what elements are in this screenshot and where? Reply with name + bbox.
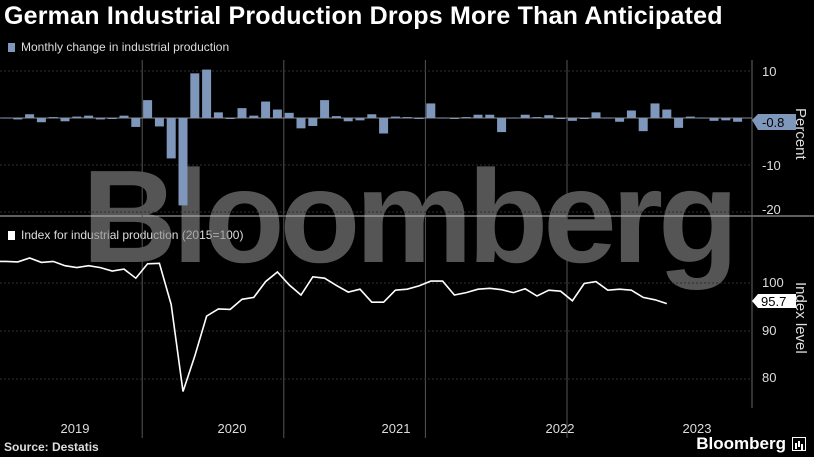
bloomberg-logo: Bloomberg [696,434,806,454]
bar [532,117,542,119]
bar [709,118,719,121]
bar [60,118,70,122]
bar [508,117,518,119]
bar [615,118,625,122]
bar [721,118,731,121]
bar [131,118,141,127]
ytick-top-neg20: -20 [762,202,781,217]
bar [308,118,318,126]
year-label-2021: 2021 [382,421,411,436]
bar [249,115,259,118]
bar [414,118,424,119]
bar [626,110,636,118]
bar [674,118,684,128]
ytick-bottom-80: 80 [762,370,776,385]
year-label-2023: 2023 [683,421,712,436]
last-value-line: 95.7 [761,294,786,309]
axis-title-bottom: Index level [792,282,809,354]
bar [1,117,11,119]
chart-title: German Industrial Production Drops More … [4,2,723,30]
bar [402,117,412,119]
bar [485,114,495,118]
index-line [0,257,668,392]
grid-top [0,70,752,213]
bar [320,100,330,118]
year-label-2022: 2022 [546,421,575,436]
bar [343,118,353,122]
bar [556,118,566,119]
bar [355,118,365,121]
last-value-line-callout: 95.7 [752,294,796,309]
bar [579,118,589,119]
bar [25,114,35,118]
bar [685,116,695,118]
bar [178,118,188,206]
bar [213,112,223,118]
ytick-bottom-100: 100 [762,275,784,290]
bar [13,118,23,120]
bar [190,73,200,118]
bar [107,118,117,119]
bar [296,118,306,129]
bar [461,117,471,119]
axis-title-top: Percent [792,108,809,161]
bar [166,118,176,159]
bar [449,118,459,119]
year-label-2019: 2019 [61,421,90,436]
bar [544,115,554,118]
bar [143,100,153,118]
bar [603,117,613,119]
bar [84,115,94,118]
bar [225,118,235,119]
bar [733,118,743,122]
year-dividers [141,60,568,438]
bar [591,112,601,118]
bar [261,101,271,118]
grid-bottom [0,282,752,380]
bar [284,112,294,118]
bar [272,109,282,118]
legend-top-label: Monthly change in industrial production [21,40,230,54]
bar [36,118,46,123]
source-note: Source: Destatis [4,440,99,454]
bar [497,118,507,133]
bar [72,116,82,118]
bar [473,114,483,118]
bar [237,108,247,118]
bar [202,69,212,118]
last-value-bar-callout: -0.8 [752,114,796,130]
bar [650,103,660,118]
year-label-2020: 2020 [218,421,247,436]
ytick-top-neg10: -10 [762,158,781,173]
bar-series [1,69,743,206]
legend-bar-swatch [8,42,15,52]
bars-icon [792,437,806,451]
bar [154,118,164,127]
legend-bottom: Index for industrial production (2015=10… [8,228,243,242]
bar [390,116,400,118]
bar [426,103,436,118]
legend-line-swatch [8,230,15,240]
last-value-bar: -0.8 [762,115,784,130]
bar [567,118,577,121]
bar [95,118,105,120]
bar [331,116,341,118]
bar [48,117,58,119]
bar [638,118,648,132]
bar [367,114,377,118]
bar [662,109,672,118]
legend-bottom-label: Index for industrial production (2015=10… [21,228,244,242]
legend-top: Monthly change in industrial production [8,40,229,54]
ytick-top-10: 10 [762,64,776,79]
bar [438,117,448,119]
bloomberg-logo-text: Bloomberg [696,434,786,453]
bar [697,117,707,119]
bar [520,114,530,118]
bar [119,115,129,118]
bar [379,118,389,134]
ytick-bottom-90: 90 [762,323,776,338]
